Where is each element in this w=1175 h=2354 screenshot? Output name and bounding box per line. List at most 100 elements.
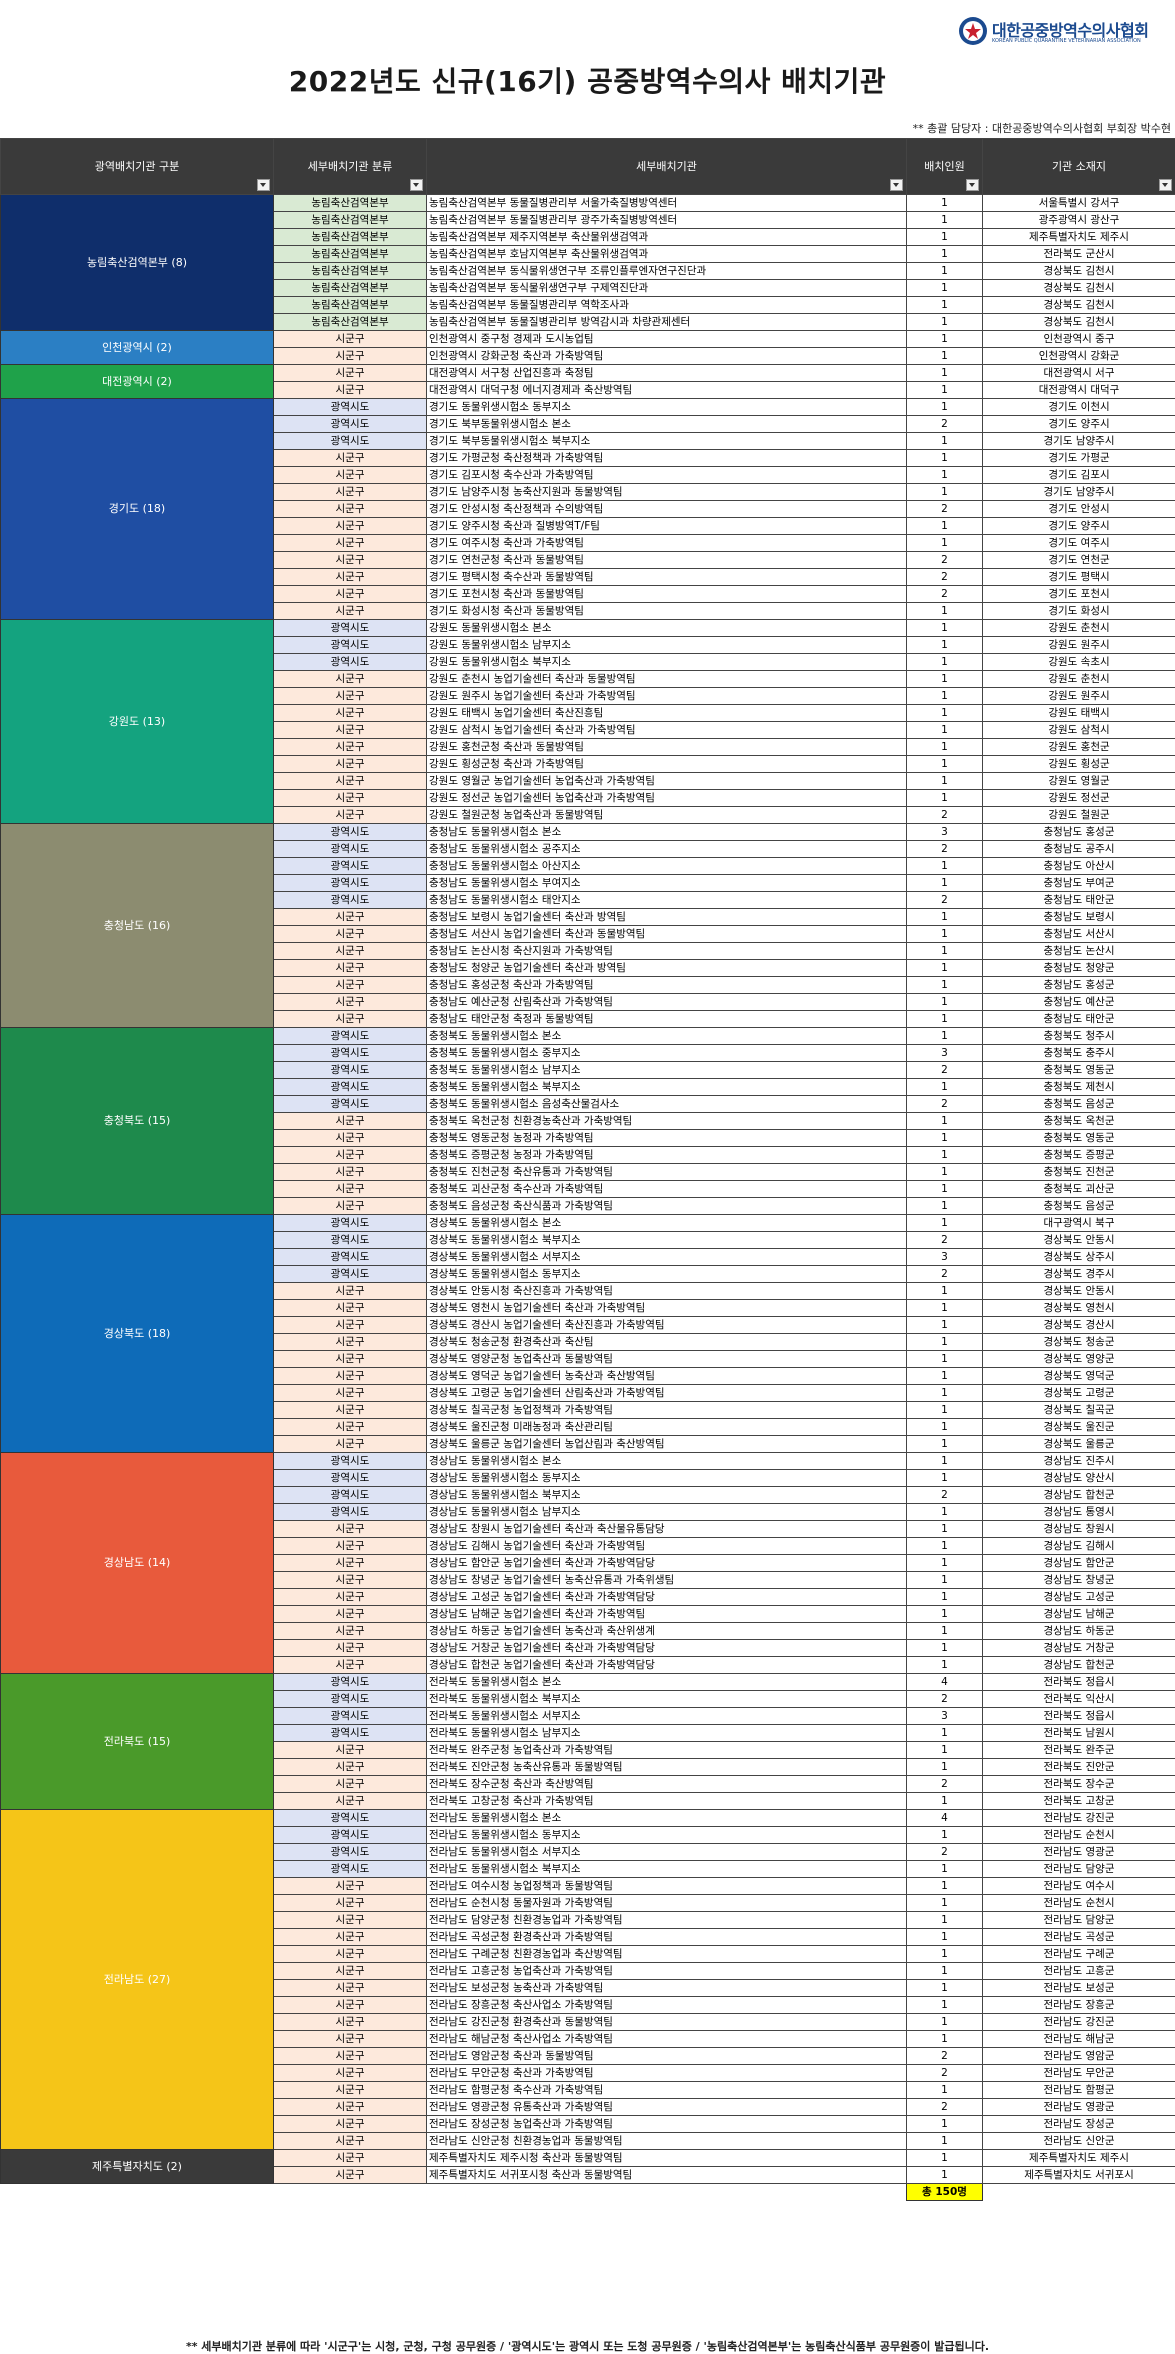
- category-cell: 광역시도: [274, 637, 427, 654]
- institution-cell: 경상북도 동물위생시험소 북부지소: [427, 1232, 907, 1249]
- location-cell: 경기도 이천시: [983, 399, 1175, 416]
- count-cell: 2: [907, 1096, 983, 1113]
- location-cell: 대전광역시 서구: [983, 365, 1175, 382]
- institution-cell: 농림축산검역본부 동식물위생연구부 구제역진단과: [427, 280, 907, 297]
- institution-cell: 농림축산검역본부 동물질병관리부 역학조사과: [427, 297, 907, 314]
- institution-cell: 경기도 김포시청 축수산과 가축방역팀: [427, 467, 907, 484]
- count-cell: 1: [907, 739, 983, 756]
- location-cell: 경기도 남양주시: [983, 433, 1175, 450]
- location-cell: 경상남도 고성군: [983, 1589, 1175, 1606]
- category-cell: 광역시도: [274, 1096, 427, 1113]
- institution-cell: 경기도 화성시청 축산과 동물방역팀: [427, 603, 907, 620]
- count-cell: 1: [907, 518, 983, 535]
- location-cell: 경기도 양주시: [983, 416, 1175, 433]
- count-cell: 1: [907, 467, 983, 484]
- category-cell: 광역시도: [274, 824, 427, 841]
- filter-dropdown-icon[interactable]: [257, 179, 270, 191]
- institution-cell: 경상남도 하동군 농업기술센터 농축산과 축산위생계: [427, 1623, 907, 1640]
- institution-cell: 경기도 동물위생시험소 동부지소: [427, 399, 907, 416]
- count-cell: 1: [907, 365, 983, 382]
- location-cell: 경상남도 김해시: [983, 1538, 1175, 1555]
- count-cell: 1: [907, 688, 983, 705]
- category-cell: 농림축산검역본부: [274, 280, 427, 297]
- institution-cell: 전라북도 동물위생시험소 북부지소: [427, 1691, 907, 1708]
- count-cell: 1: [907, 1589, 983, 1606]
- count-cell: 1: [907, 773, 983, 790]
- institution-cell: 농림축산검역본부 호남지역본부 축산물위생검역과: [427, 246, 907, 263]
- location-cell: 경상북도 영양군: [983, 1351, 1175, 1368]
- count-cell: 1: [907, 1436, 983, 1453]
- location-cell: 경상남도 통영시: [983, 1504, 1175, 1521]
- count-cell: 1: [907, 1453, 983, 1470]
- institution-cell: 충청북도 음성군청 축산식품과 가축방역팀: [427, 1198, 907, 1215]
- count-cell: 1: [907, 705, 983, 722]
- institution-cell: 충청남도 동물위생시험소 태안지소: [427, 892, 907, 909]
- location-cell: 충청남도 청양군: [983, 960, 1175, 977]
- location-cell: 전라북도 군산시: [983, 246, 1175, 263]
- location-cell: 전라남도 강진군: [983, 1810, 1175, 1827]
- institution-cell: 강원도 동물위생시험소 본소: [427, 620, 907, 637]
- institution-cell: 경상남도 김해시 농업기술센터 축산과 가축방역팀: [427, 1538, 907, 1555]
- count-cell: 1: [907, 1130, 983, 1147]
- category-cell: 시군구: [274, 484, 427, 501]
- institution-cell: 경상남도 창녕군 농업기술센터 농축산유통과 가축위생팀: [427, 1572, 907, 1589]
- institution-cell: 전라남도 동물위생시험소 북부지소: [427, 1861, 907, 1878]
- count-cell: 2: [907, 2099, 983, 2116]
- count-cell: 1: [907, 1300, 983, 1317]
- category-cell: 광역시도: [274, 1861, 427, 1878]
- filter-dropdown-icon[interactable]: [1159, 179, 1172, 191]
- location-cell: 충청남도 공주시: [983, 841, 1175, 858]
- category-cell: 시군구: [274, 1589, 427, 1606]
- category-cell: 시군구: [274, 1980, 427, 1997]
- location-cell: 제주특별자치도 서귀포시: [983, 2167, 1175, 2184]
- location-cell: 경기도 남양주시: [983, 484, 1175, 501]
- institution-cell: 전라남도 함평군청 축수산과 가축방역팀: [427, 2082, 907, 2099]
- location-cell: 충청남도 보령시: [983, 909, 1175, 926]
- category-cell: 시군구: [274, 1130, 427, 1147]
- category-cell: 시군구: [274, 1402, 427, 1419]
- category-cell: 시군구: [274, 1759, 427, 1776]
- category-cell: 시군구: [274, 1351, 427, 1368]
- category-cell: 광역시도: [274, 1215, 427, 1232]
- region-cell: 제주특별자치도 (2): [1, 2150, 274, 2184]
- category-cell: 시군구: [274, 365, 427, 382]
- location-cell: 경상북도 영천시: [983, 1300, 1175, 1317]
- location-cell: 경상남도 함안군: [983, 1555, 1175, 1572]
- org-logo: 대한공중방역수의사협회 KOREAN PUBLIC QUARANTINE VET…: [958, 16, 1170, 52]
- location-cell: 대전광역시 대덕구: [983, 382, 1175, 399]
- count-cell: 1: [907, 1470, 983, 1487]
- location-cell: 경상남도 거창군: [983, 1640, 1175, 1657]
- category-cell: 시군구: [274, 773, 427, 790]
- location-cell: 경상북도 칠곡군: [983, 1402, 1175, 1419]
- institution-cell: 충청남도 예산군청 산림축산과 가축방역팀: [427, 994, 907, 1011]
- institution-cell: 대전광역시 서구청 산업진흥과 축정팀: [427, 365, 907, 382]
- institution-cell: 전라북도 진안군청 농축산유통과 동물방역팀: [427, 1759, 907, 1776]
- count-cell: 1: [907, 977, 983, 994]
- institution-cell: 경상북도 고령군 농업기술센터 산림축산과 가축방역팀: [427, 1385, 907, 1402]
- category-cell: 시군구: [274, 671, 427, 688]
- count-cell: 1: [907, 1317, 983, 1334]
- institution-cell: 전라남도 곡성군청 환경축산과 가축방역팀: [427, 1929, 907, 1946]
- location-cell: 경상북도 김천시: [983, 314, 1175, 331]
- count-cell: 2: [907, 569, 983, 586]
- institution-cell: 농림축산검역본부 동식물위생연구부 조류인플루엔자연구진단과: [427, 263, 907, 280]
- institution-cell: 농림축산검역본부 동물질병관리부 광주가축질병방역센터: [427, 212, 907, 229]
- category-cell: 시군구: [274, 1385, 427, 1402]
- institution-cell: 전라남도 무안군청 축산과 가축방역팀: [427, 2065, 907, 2082]
- institution-cell: 경상북도 울진군청 미래농정과 축산관리팀: [427, 1419, 907, 1436]
- category-cell: 시군구: [274, 569, 427, 586]
- region-cell: 전라북도 (15): [1, 1674, 274, 1810]
- location-cell: 전라남도 순천시: [983, 1895, 1175, 1912]
- category-cell: 시군구: [274, 2065, 427, 2082]
- location-cell: 전라남도 영광군: [983, 2099, 1175, 2116]
- filter-dropdown-icon[interactable]: [966, 179, 979, 191]
- location-cell: 광주광역시 광산구: [983, 212, 1175, 229]
- institution-cell: 강원도 철원군청 농업축산과 동물방역팀: [427, 807, 907, 824]
- filter-dropdown-icon[interactable]: [890, 179, 903, 191]
- filter-dropdown-icon[interactable]: [410, 179, 423, 191]
- institution-cell: 농림축산검역본부 동물질병관리부 서울가축질병방역센터: [427, 195, 907, 212]
